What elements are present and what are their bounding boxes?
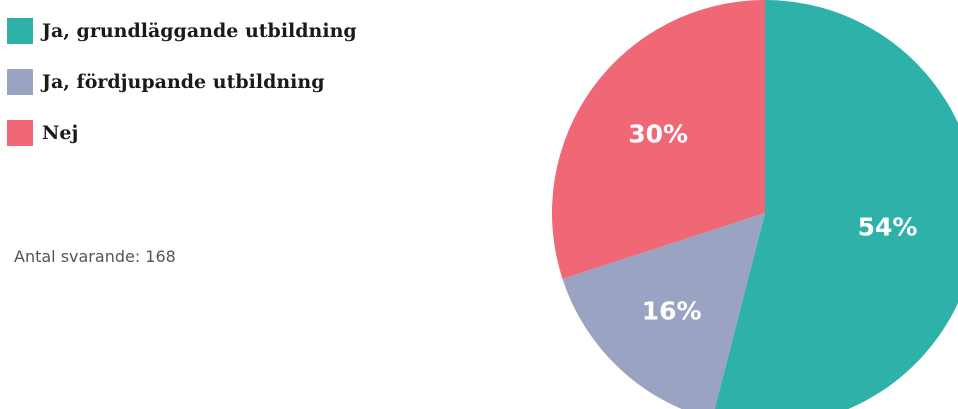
slice-label-grundlaggande: 54% xyxy=(858,212,918,241)
chart-legend: Ja, grundläggande utbildning Ja, fördjup… xyxy=(7,15,357,168)
slice-label-fordjupande: 16% xyxy=(642,296,702,325)
legend-swatch-fordjupande xyxy=(7,69,33,95)
pie-slice-labels: 54% 16% 30% xyxy=(628,119,917,325)
legend-swatch-nej xyxy=(7,120,33,146)
pie-slice-nej xyxy=(552,0,765,279)
legend-label-grundlaggande: Ja, grundläggande utbildning xyxy=(42,20,357,42)
legend-swatch-grundlaggande xyxy=(7,18,33,44)
slice-label-nej: 30% xyxy=(628,119,688,148)
pie-slice-fordjupande xyxy=(562,213,765,409)
legend-label-fordjupande: Ja, fördjupande utbildning xyxy=(42,71,325,93)
respondent-count: Antal svarande: 168 xyxy=(14,247,176,266)
legend-label-nej: Nej xyxy=(42,122,79,144)
legend-item-nej: Nej xyxy=(7,117,357,149)
pie-slices xyxy=(552,0,958,409)
legend-item-grundlaggande: Ja, grundläggande utbildning xyxy=(7,15,357,47)
pie-slice-grundlaggande xyxy=(714,0,958,409)
legend-item-fordjupande: Ja, fördjupande utbildning xyxy=(7,66,357,98)
